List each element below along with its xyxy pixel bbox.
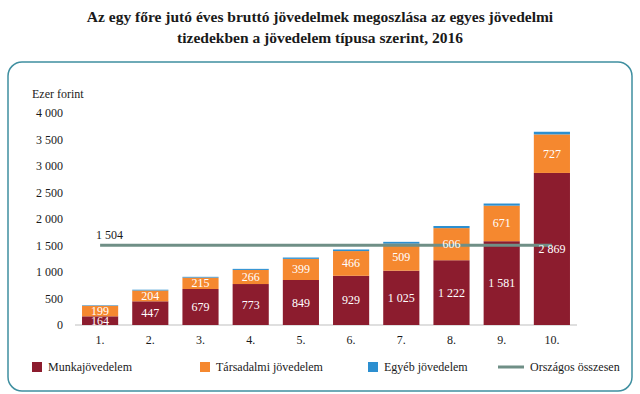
legend-label: Egyéb jövedelem (384, 360, 468, 374)
y-tick-label: 1 500 (36, 239, 63, 253)
y-tick (71, 272, 74, 273)
data-labels: 1644476797738499291 0251 2221 5812 86919… (91, 147, 565, 328)
legend-swatch (32, 362, 42, 372)
bar-segment (383, 271, 419, 325)
y-tick-label: 0 (57, 318, 63, 332)
x-tick-label: 3. (196, 333, 205, 347)
y-tick-label: 1 000 (36, 265, 63, 279)
x-tick-label: 9. (497, 333, 506, 347)
bar-segment (534, 132, 570, 135)
data-label: 399 (292, 262, 310, 276)
y-tick (71, 139, 74, 140)
data-label: 199 (91, 304, 109, 318)
data-label: 509 (392, 250, 410, 264)
bar-segment (484, 241, 520, 325)
y-tick-label: 2 500 (36, 186, 63, 200)
bar-segment (283, 280, 319, 325)
bar-segment (233, 284, 269, 325)
legend-label: Munkajövedelem (48, 360, 133, 374)
legend-swatch (498, 366, 524, 369)
data-label: 215 (192, 276, 210, 290)
legend-label: Országos összesen (530, 360, 620, 374)
y-tick-label: 500 (45, 292, 63, 306)
legend-swatch (368, 362, 378, 372)
bar-segment (283, 258, 319, 259)
y-tick (71, 219, 74, 220)
bar-segment (484, 206, 520, 242)
y-tick-label: 3 500 (36, 133, 63, 147)
legend-swatch (200, 362, 210, 372)
data-label: 2 869 (538, 242, 565, 256)
data-label: 606 (443, 237, 461, 251)
y-tick-label: 3 000 (36, 159, 63, 173)
chart-svg: Ezer forint 0 500 1 000 1 500 2 000 2 500 3 000… (0, 0, 640, 394)
legend-label: Társadalmi jövedelem (216, 360, 324, 374)
x-tick-label: 10. (544, 333, 559, 347)
data-label: 773 (242, 298, 260, 312)
data-label: 1 222 (438, 286, 465, 300)
data-label: 727 (543, 147, 561, 161)
frame (8, 62, 632, 391)
bar-segment (233, 270, 269, 284)
y-tick-label: 4 000 (36, 106, 63, 120)
bar-segment (534, 134, 570, 173)
x-tick-label: 2. (146, 333, 155, 347)
y-axis-label: Ezer forint (32, 87, 84, 101)
data-label: 679 (192, 300, 210, 314)
y-tick (71, 192, 74, 193)
x-tick-label: 6. (347, 333, 356, 347)
bar-segment (333, 251, 369, 276)
x-tick-label: 7. (397, 333, 406, 347)
x-tick-label: 5. (296, 333, 305, 347)
y-tick-label: 2 000 (36, 212, 63, 226)
bar-segment (333, 276, 369, 325)
bar-segment (383, 244, 419, 271)
x-tick-label: 1. (96, 333, 105, 347)
bar-segment (433, 260, 469, 325)
bar-segment (383, 242, 419, 244)
data-label: 1 581 (488, 276, 515, 290)
data-label: 204 (141, 289, 159, 303)
y-tick (71, 166, 74, 167)
data-label: 849 (292, 296, 310, 310)
reference-label: 1 504 (96, 228, 123, 242)
bar-segment (333, 249, 369, 251)
y-tick (71, 245, 74, 246)
bar-segment (132, 301, 168, 325)
data-label: 671 (493, 216, 511, 230)
x-tick-label: 8. (447, 333, 456, 347)
bar-segment (433, 226, 469, 228)
data-label: 929 (342, 293, 360, 307)
bar-segment (534, 173, 570, 325)
x-tick-label: 4. (246, 333, 255, 347)
bar-segment (182, 289, 218, 325)
y-tick (71, 113, 74, 114)
legend: Munkajövedelem Társadalmi jövedelem Egyéb … (32, 360, 620, 374)
data-label: 266 (242, 270, 260, 284)
data-label: 447 (141, 306, 159, 320)
reference-line (100, 244, 552, 247)
y-tick (71, 298, 74, 299)
bar-segment (484, 204, 520, 206)
bar-segment (283, 259, 319, 280)
plot-area (82, 132, 570, 325)
chart-title: Az egy főre jutó éves bruttó jövedelmek … (60, 6, 580, 48)
y-tick (71, 325, 74, 326)
data-label: 1 025 (388, 291, 415, 305)
data-label: 466 (342, 256, 360, 270)
